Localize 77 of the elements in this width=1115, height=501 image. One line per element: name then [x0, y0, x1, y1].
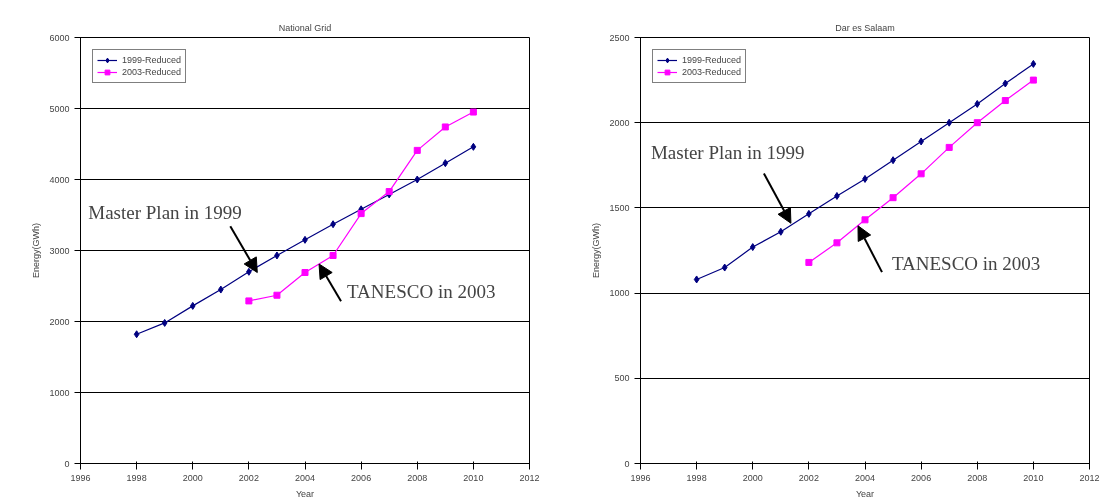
point: [189, 301, 196, 310]
point: [946, 118, 953, 127]
point: [414, 175, 421, 184]
point: [721, 263, 728, 272]
point: [974, 99, 981, 108]
y-tick-label: 3000: [49, 245, 70, 256]
point: [777, 227, 784, 236]
x-tick-label: 1996: [70, 472, 91, 483]
point: [693, 275, 700, 284]
point: [357, 210, 365, 218]
point: [861, 216, 869, 224]
x-tick-label: 2000: [742, 472, 763, 483]
point: [273, 291, 281, 299]
chart-title: Dar es Salaam: [835, 22, 895, 33]
x-axis-title: Year: [855, 488, 875, 499]
x-tick-label: 2008: [967, 472, 988, 483]
x-tick-label: 2000: [182, 472, 203, 483]
point: [301, 269, 309, 277]
legend-label: 1999-Reduced: [122, 54, 182, 66]
point: [161, 318, 168, 327]
y-tick-label: 4000: [49, 174, 70, 185]
y-tick-label: 1500: [609, 202, 630, 213]
annotation: Master Plan in 1999: [88, 202, 242, 224]
x-tick-label: 1998: [126, 472, 147, 483]
y-tick-label: 0: [64, 458, 70, 469]
point: [413, 146, 421, 154]
point: [217, 285, 224, 294]
point: [1029, 76, 1037, 84]
y-tick-label: 2500: [609, 32, 630, 43]
y-tick-label: 5000: [49, 103, 70, 114]
legend-label: 1999-Reduced: [682, 54, 742, 66]
y-tick-label: 1000: [49, 387, 70, 398]
legend-label: 2003-Reduced: [122, 66, 182, 78]
x-tick-label: 2010: [1023, 472, 1044, 483]
annotation: TANESCO in 2003: [347, 281, 496, 303]
point: [441, 123, 449, 131]
point: [973, 119, 981, 127]
point: [470, 142, 477, 151]
x-tick-label: 2004: [294, 472, 316, 483]
annotation: TANESCO in 2003: [891, 253, 1041, 275]
point: [1002, 79, 1009, 88]
y-axis-title: Energy(GWh): [591, 222, 602, 279]
point: [1001, 97, 1009, 105]
point: [945, 143, 953, 151]
point: [749, 243, 756, 252]
y-tick-label: 500: [614, 373, 630, 384]
legend-label: 2003-Reduced: [682, 66, 742, 78]
point: [442, 159, 449, 168]
x-tick-label: 2002: [798, 472, 819, 483]
x-tick-label: 2004: [854, 472, 876, 483]
y-tick-label: 1000: [609, 288, 630, 299]
point: [889, 194, 897, 202]
chart-title: National Grid: [278, 22, 332, 33]
x-tick-label: 2006: [911, 472, 932, 483]
x-tick-label: 2010: [463, 472, 484, 483]
x-tick-label: 2008: [407, 472, 428, 483]
x-tick-label: 1998: [686, 472, 707, 483]
point: [469, 108, 477, 116]
point: [805, 258, 813, 266]
point: [833, 239, 841, 247]
y-tick-label: 2000: [49, 316, 70, 327]
x-tick-label: 2006: [351, 472, 372, 483]
point: [1030, 59, 1037, 68]
x-tick-label: 2002: [238, 472, 259, 483]
point: [917, 170, 925, 178]
y-tick-label: 0: [624, 458, 630, 469]
annotation: Master Plan in 1999: [650, 141, 805, 163]
y-tick-label: 2000: [609, 117, 630, 128]
x-tick-label: 2012: [1079, 472, 1100, 483]
y-axis-title: Energy(GWh): [31, 222, 42, 279]
point: [329, 251, 337, 259]
x-axis-title: Year: [295, 488, 315, 499]
point: [245, 297, 253, 305]
x-tick-label: 1996: [630, 472, 651, 483]
point: [133, 330, 140, 339]
y-tick-label: 6000: [49, 32, 70, 43]
x-tick-label: 2012: [519, 472, 540, 483]
